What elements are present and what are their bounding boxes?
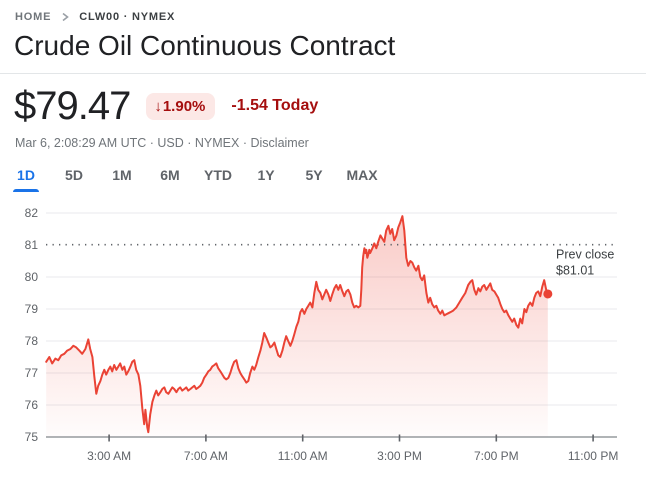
breadcrumb: HOME CLW00 · NYMEX (15, 10, 646, 23)
prev-close-label: Prev close (556, 248, 614, 262)
x-axis-label: 7:00 AM (184, 449, 228, 463)
current-price: $79.47 (14, 84, 131, 128)
chevron-right-icon (62, 12, 70, 21)
change-amount-today: -1.54 Today (231, 97, 319, 114)
tab-1m[interactable]: 1M (98, 163, 146, 192)
quote-summary: $79.47 ↓ 1.90% -1.54 Today (14, 84, 646, 128)
range-tabs: 1D 5D 1M 6M YTD 1Y 5Y MAX (2, 163, 646, 192)
y-axis-label: 79 (25, 302, 39, 316)
breadcrumb-symbol: CLW00 · NYMEX (79, 10, 176, 23)
quote-timestamp: Mar 6, 2:08:29 AM UTC · USD · NYMEX · (15, 136, 247, 150)
chart-area: 82 81 80 79 78 77 76 75 3:00 AM 7:00 AM 11:00 AM 3:… (0, 204, 646, 478)
header-divider (0, 73, 646, 74)
y-axis-label: 75 (25, 430, 39, 444)
quote-meta: Mar 6, 2:08:29 AM UTC · USD · NYMEX · Di… (15, 136, 646, 151)
x-axis-label: 7:00 PM (474, 449, 519, 463)
x-axis-label: 11:00 PM (568, 449, 618, 463)
y-axis-label: 80 (25, 270, 39, 284)
tab-1y[interactable]: 1Y (242, 163, 290, 192)
disclaimer-link[interactable]: Disclaimer (250, 136, 309, 150)
change-percent-badge: ↓ 1.90% (146, 92, 216, 120)
price-chart[interactable]: 82 81 80 79 78 77 76 75 3:00 AM 7:00 AM 11:00 AM 3:… (0, 204, 646, 478)
y-axis-label: 78 (25, 334, 39, 348)
prev-close-value: $81.01 (556, 264, 594, 278)
last-price-dot (543, 289, 553, 299)
x-axis-label: 3:00 PM (377, 449, 422, 463)
arrow-down-icon: ↓ (154, 97, 162, 115)
tab-ytd[interactable]: YTD (194, 163, 242, 192)
x-axis-label: 3:00 AM (87, 449, 131, 463)
series-line (45, 215, 549, 434)
tab-1d[interactable]: 1D (2, 163, 50, 192)
tab-5d[interactable]: 5D (50, 163, 98, 192)
y-axis-label: 77 (25, 366, 39, 380)
tab-6m[interactable]: 6M (146, 163, 194, 192)
change-percent: 1.90% (162, 97, 206, 115)
tab-5y[interactable]: 5Y (290, 163, 338, 192)
page-title: Crude Oil Continuous Contract (14, 30, 396, 61)
y-axis-label: 81 (25, 238, 39, 252)
y-axis-label: 76 (25, 398, 39, 412)
y-axis-label: 82 (25, 206, 39, 220)
breadcrumb-home-link[interactable]: HOME (15, 10, 52, 23)
tab-max[interactable]: MAX (338, 163, 386, 192)
x-axis-label: 11:00 AM (278, 449, 328, 463)
